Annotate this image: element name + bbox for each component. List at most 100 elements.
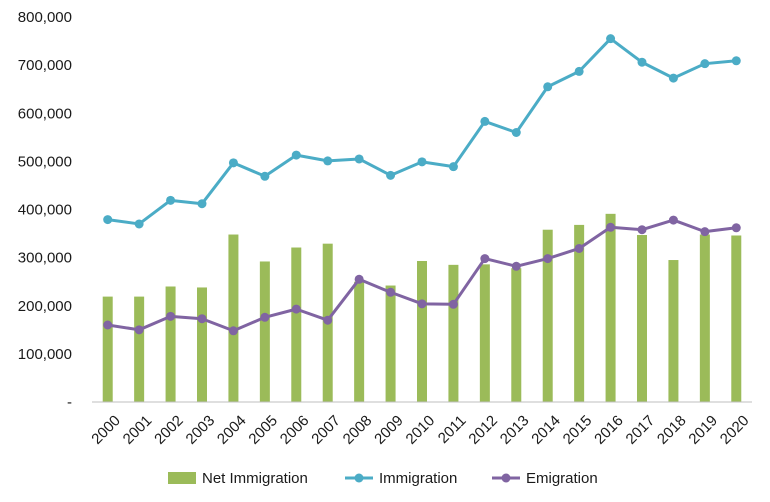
x-tick-label: 2020: [717, 412, 753, 448]
point-immigration: [103, 215, 113, 225]
x-tick-label: 2010: [403, 412, 439, 448]
point-emigration: [291, 304, 301, 314]
bar-net-immigration: [228, 234, 239, 402]
legend-swatch-net-immigration: [168, 472, 196, 484]
point-emigration: [511, 261, 521, 271]
bar-net-immigration: [448, 264, 459, 402]
x-tick-label: 2018: [654, 412, 690, 448]
point-emigration: [260, 312, 270, 322]
x-tick-label: 2017: [623, 412, 659, 448]
x-tick-label: 2014: [528, 412, 564, 448]
y-tick-label: 200,000: [18, 298, 72, 315]
bar-net-immigration: [134, 296, 145, 402]
point-immigration: [386, 170, 396, 180]
y-tick-label: 800,000: [18, 9, 72, 26]
x-axis-ticks: 2000200120022003200420052006200720082009…: [88, 412, 752, 448]
bar-net-immigration: [637, 235, 647, 402]
point-immigration: [260, 171, 270, 181]
point-immigration: [166, 195, 176, 205]
point-immigration: [668, 73, 678, 83]
point-emigration: [103, 320, 113, 330]
point-immigration: [323, 156, 333, 166]
legend-label-emigration: Emigration: [526, 470, 598, 487]
x-tick-label: 2011: [435, 412, 470, 447]
x-tick-label: 2006: [277, 412, 313, 448]
point-immigration: [574, 66, 584, 76]
point-emigration: [574, 243, 584, 253]
x-tick-label: 2003: [183, 412, 219, 448]
bar-net-immigration: [385, 285, 396, 402]
y-tick-label: 700,000: [18, 57, 72, 74]
point-emigration: [480, 254, 490, 264]
point-emigration: [354, 274, 364, 284]
y-tick-label: 400,000: [18, 202, 72, 219]
bar-net-immigration: [668, 260, 679, 402]
bar-net-immigration: [291, 247, 302, 402]
point-emigration: [606, 222, 616, 232]
legend: Net Immigration Immigration Emigration: [168, 470, 598, 487]
bar-net-immigration: [542, 229, 553, 402]
x-tick-label: 2012: [465, 412, 501, 448]
point-emigration: [197, 314, 207, 324]
bar-net-immigration: [417, 260, 427, 402]
point-immigration: [480, 116, 490, 126]
bar-net-immigration: [102, 296, 113, 402]
x-tick-label: 2001: [120, 412, 156, 448]
bar-net-immigration: [731, 235, 742, 402]
point-emigration: [448, 299, 458, 309]
legend-label-immigration: Immigration: [379, 470, 457, 487]
point-immigration: [606, 34, 616, 44]
point-immigration: [354, 154, 364, 164]
bar-net-immigration: [479, 264, 490, 402]
bar-net-immigration: [354, 281, 365, 402]
point-emigration: [417, 299, 427, 309]
legend-label-net-immigration: Net Immigration: [202, 470, 308, 487]
point-emigration: [543, 254, 553, 264]
bar-net-immigration: [699, 234, 710, 402]
point-emigration: [731, 223, 741, 233]
point-immigration: [448, 162, 458, 172]
point-immigration: [543, 82, 553, 92]
point-emigration: [228, 326, 238, 336]
x-tick-label: 2013: [497, 412, 533, 448]
point-immigration: [228, 158, 238, 168]
point-immigration: [637, 57, 647, 67]
x-tick-label: 2009: [371, 412, 407, 448]
bar-net-immigration: [197, 287, 207, 402]
y-tick-label: 100,000: [18, 346, 72, 363]
y-tick-label: 500,000: [18, 153, 72, 170]
x-tick-label: 2016: [591, 412, 627, 448]
point-immigration: [197, 199, 207, 209]
x-tick-label: 2000: [88, 412, 124, 448]
bar-net-immigration: [511, 268, 522, 402]
point-emigration: [386, 287, 396, 297]
bar-net-immigration: [165, 286, 176, 402]
y-axis-ticks: - 100,000 200,000 300,000 400,000 500,000 600,…: [18, 9, 72, 411]
point-immigration: [700, 59, 710, 69]
y-tick-label: -: [67, 394, 72, 411]
x-tick-label: 2007: [308, 412, 344, 448]
point-immigration: [511, 128, 521, 137]
x-tick-label: 2002: [151, 412, 187, 448]
point-emigration: [323, 315, 333, 325]
x-tick-label: 2005: [245, 412, 281, 448]
bar-net-immigration: [605, 213, 616, 402]
y-tick-label: 600,000: [18, 105, 72, 122]
bar-net-immigration: [259, 261, 270, 402]
x-tick-label: 2008: [340, 412, 376, 448]
point-emigration: [700, 227, 710, 237]
y-tick-label: 300,000: [18, 250, 72, 267]
point-immigration: [291, 150, 301, 160]
point-emigration: [134, 325, 144, 335]
bar-net-immigration: [574, 224, 585, 402]
point-immigration: [134, 219, 144, 229]
legend-marker-immigration: [354, 473, 364, 483]
x-tick-label: 2015: [560, 412, 596, 448]
point-emigration: [637, 225, 647, 235]
x-tick-label: 2004: [214, 412, 250, 448]
point-immigration: [731, 56, 741, 66]
legend-marker-emigration: [501, 473, 511, 483]
lines: [103, 34, 741, 336]
point-immigration: [417, 157, 427, 167]
